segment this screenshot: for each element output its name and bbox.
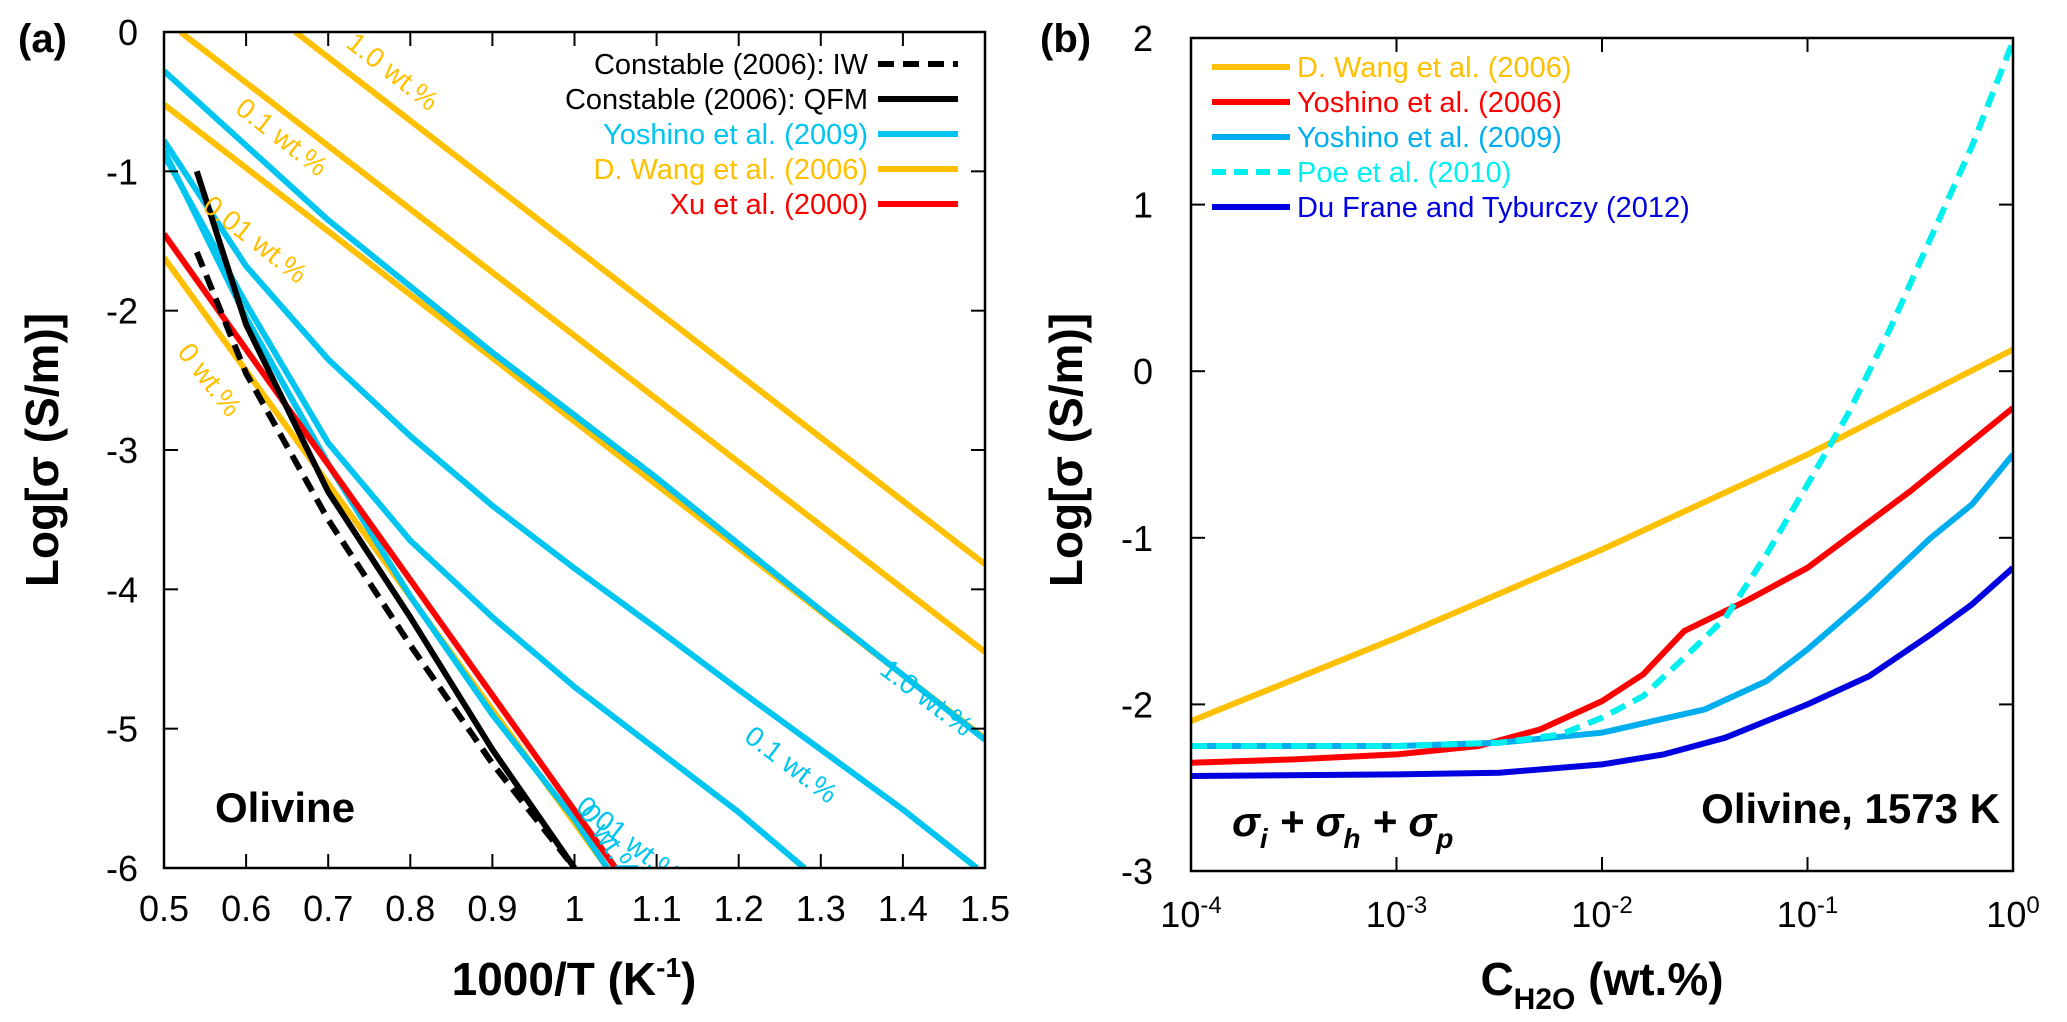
legend-label-b: Du Frane and Tyburczy (2012) bbox=[1297, 192, 1690, 224]
series-line-a-1 bbox=[178, 32, 985, 655]
x-tick-label-b: 10-3 bbox=[1366, 892, 1427, 935]
series-line-a-0 bbox=[293, 32, 985, 567]
panel-b-ylabel: Log[σ (S/m)] bbox=[1040, 313, 1092, 587]
curve-label-a: 1.0 wt.% bbox=[341, 26, 445, 117]
series-line-a-5 bbox=[164, 139, 979, 868]
x-tick-label-b: 10-2 bbox=[1571, 892, 1632, 935]
panel-b-annotation-right: Olivine, 1573 K bbox=[1701, 785, 2000, 832]
x-tick-label-a: 1.4 bbox=[878, 888, 928, 929]
legend-label-b: Yoshino et al. (2006) bbox=[1297, 87, 1562, 119]
y-tick-label-a: 0 bbox=[118, 12, 138, 53]
y-tick-label-b: -1 bbox=[1121, 518, 1153, 559]
series-line-b-4 bbox=[1191, 565, 2013, 779]
series-line-a-9 bbox=[193, 170, 577, 868]
y-tick-label-b: -2 bbox=[1121, 684, 1153, 725]
series-line-b-2 bbox=[1191, 452, 2013, 749]
legend-label-b: Poe et al. (2010) bbox=[1297, 157, 1511, 189]
legend-label-a: D. Wang et al. (2006) bbox=[593, 154, 868, 186]
y-tick-label-b: 2 bbox=[1133, 18, 1153, 59]
y-tick-label-b: 1 bbox=[1133, 185, 1153, 226]
legend-label-a: Xu et al. (2000) bbox=[670, 189, 868, 221]
panel-a-xlabel: 1000/T (K-1) bbox=[452, 952, 697, 1005]
panel-a: (a) 1.0 wt.%0.1 wt.%0.01 wt.%0 wt.%1.0 w… bbox=[16, 12, 1010, 1005]
y-tick-label-b: 0 bbox=[1133, 351, 1153, 392]
panel-a-axes: 0.5 0.6 0.7 0.8 0.9 1 1.1 1.2 1.3 1.4 1.5 0 -1 -2 -3 -4… bbox=[106, 12, 1010, 929]
series-line-a-10 bbox=[194, 250, 577, 868]
y-tick-label-a: -5 bbox=[106, 709, 138, 750]
series-line-b-3 bbox=[1191, 40, 2013, 749]
x-tick-label-b: 10-1 bbox=[1777, 892, 1838, 935]
panel-a-ylabel: Log[σ (S/m)] bbox=[16, 313, 68, 587]
y-tick-label-a: -1 bbox=[106, 151, 138, 192]
legend-label-a: Constable (2006): QFM bbox=[565, 84, 868, 116]
panel-b-xlabel: CH2O (wt.%) bbox=[1480, 953, 1723, 1016]
x-tick-label-a: 1.1 bbox=[632, 888, 682, 929]
panel-b-label: (b) bbox=[1040, 17, 1091, 61]
legend-label-a: Constable (2006): IW bbox=[594, 49, 869, 81]
series-line-a-8 bbox=[164, 232, 618, 868]
panel-a-annotation: Olivine bbox=[215, 784, 355, 831]
x-tick-label-a: 0.8 bbox=[385, 888, 435, 929]
panel-a-label: (a) bbox=[18, 17, 67, 61]
panel-b-annotation-left: σi + σh + σp bbox=[1232, 798, 1453, 854]
series-line-a-4 bbox=[164, 68, 985, 743]
legend-label-b: D. Wang et al. (2006) bbox=[1297, 52, 1572, 84]
panel-b-legend: D. Wang et al. (2006)Yoshino et al. (200… bbox=[1212, 52, 1690, 224]
x-tick-label-a: 0.6 bbox=[221, 888, 271, 929]
curve-label-a: 0.1 wt.% bbox=[739, 720, 843, 809]
x-tick-label-a: 1 bbox=[564, 888, 584, 929]
y-tick-label-a: -2 bbox=[106, 291, 138, 332]
legend-label-a: Yoshino et al. (2009) bbox=[603, 119, 868, 151]
x-tick-label-b: 100 bbox=[1986, 892, 2039, 935]
panel-b-series bbox=[1191, 40, 2013, 779]
series-line-b-0 bbox=[1191, 346, 2013, 724]
x-tick-label-a: 0.9 bbox=[467, 888, 517, 929]
x-tick-label-b: 10-4 bbox=[1160, 892, 1221, 935]
x-tick-label-a: 0.5 bbox=[139, 888, 189, 929]
x-tick-label-a: 1.3 bbox=[796, 888, 846, 929]
y-tick-label-b: -3 bbox=[1121, 851, 1153, 892]
y-tick-label-a: -3 bbox=[106, 430, 138, 471]
series-line-b-1 bbox=[1191, 405, 2013, 766]
series-line-a-6 bbox=[164, 153, 807, 868]
x-tick-label-a: 1.2 bbox=[714, 888, 764, 929]
x-tick-label-a: 1.5 bbox=[960, 888, 1010, 929]
legend-label-b: Yoshino et al. (2009) bbox=[1297, 122, 1562, 154]
curve-label-a: 1.0 wt.% bbox=[875, 653, 979, 742]
y-tick-label-a: -6 bbox=[106, 848, 138, 889]
x-tick-label-a: 0.7 bbox=[303, 888, 353, 929]
y-tick-label-a: -4 bbox=[106, 569, 138, 610]
